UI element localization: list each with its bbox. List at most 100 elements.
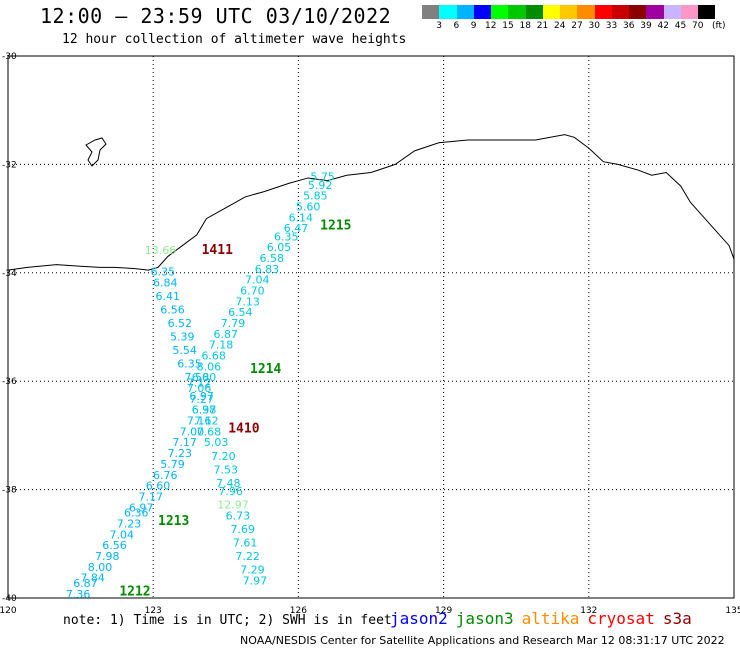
swh-value-jason2: 7.50: [185, 371, 210, 384]
legend-label: 9: [470, 21, 477, 31]
legend-swatch: [611, 5, 629, 19]
lat-tick-label: -40: [2, 594, 17, 604]
swh-value-jason2: 6.35: [151, 266, 176, 279]
legend-label: 36: [623, 21, 635, 31]
legend-swatch: [508, 5, 526, 19]
swh-value-jason3: 7.18: [209, 339, 234, 352]
track-time-label: 1212: [119, 584, 150, 599]
lat-lon-grid: [8, 56, 734, 598]
swh-value-jason2: 6.76: [153, 469, 178, 482]
swh-value-jason3: 7.27: [189, 393, 214, 406]
swh-value-jason2: 7.36: [66, 588, 91, 601]
legend-label: 42: [657, 21, 669, 31]
legend-label: 33: [605, 21, 618, 31]
legend-swatch: [680, 5, 698, 19]
lat-tick-label: -34: [2, 269, 17, 279]
footer-note: note: 1) Time is in UTC; 2) SWH is in fe…: [63, 613, 392, 628]
legend-swatch: [594, 5, 612, 19]
map-title: 12:00 – 23:59 UTC 03/10/2022: [40, 4, 392, 28]
legend-label: 24: [554, 21, 566, 31]
legend-unit: (ft): [712, 21, 726, 31]
legend-label: 27: [571, 21, 583, 31]
legend-swatch: [491, 5, 509, 19]
swh-value-jason2: 6.97: [129, 501, 154, 514]
swh-value-jason3: 7.48: [216, 477, 241, 490]
color-scale-labels: 3 6 9 12 15 18 21 24 27 30 33 36 39 42 45 70 (ft): [422, 21, 740, 33]
map-border: [7, 55, 735, 599]
swh-value-altika: 12.97: [217, 499, 249, 512]
swh-value-jason2: 6.41: [155, 290, 180, 303]
swh-value-jason2: 6.37: [192, 404, 217, 417]
swh-value-jason3: 7.69: [230, 523, 255, 536]
legend-swatch: [542, 5, 560, 19]
swh-value-jason3: 7.96: [218, 485, 243, 498]
satellite-legend: jason2 jason3 altika cryosat s3a: [390, 609, 700, 628]
satellite-label-jason3: jason3: [455, 609, 514, 628]
satellite-label-altika: altika: [521, 609, 580, 628]
legend-swatch: [560, 5, 578, 19]
legend-label: 45: [674, 21, 687, 31]
island-outline: [85, 137, 107, 167]
swh-value-jason3: 6.54: [228, 306, 253, 319]
track-time-label: 1213: [158, 514, 189, 529]
swh-value-jason2: 6.35: [177, 358, 202, 371]
legend-swatch: [473, 5, 491, 19]
swh-value-jason3: 6.47: [284, 222, 309, 235]
swh-value-jason3: 5.60: [296, 200, 321, 213]
lon-tick-label: 132: [580, 606, 597, 616]
swh-value-jason3: 6.98: [192, 404, 217, 417]
swh-value-jason3: 7.12: [194, 415, 219, 428]
legend-label: 21: [536, 21, 549, 31]
track-time-label: 1411: [202, 243, 233, 258]
swh-value-jason3: 6.87: [214, 328, 239, 341]
swh-value-jason2: 6.36: [124, 507, 149, 520]
swh-value-jason2: 6.87: [73, 577, 98, 590]
swh-value-jason2: 6.60: [146, 480, 171, 493]
swh-value-jason2: 7.00: [180, 425, 205, 438]
swh-value-jason2: 6.52: [168, 317, 193, 330]
swh-value-jason3: 6.70: [240, 284, 265, 297]
coastline-path: [7, 134, 735, 271]
legend-label: 39: [640, 21, 652, 31]
swh-value-jason3: 6.73: [226, 509, 251, 522]
swh-value-jason3: 7.97: [243, 574, 268, 587]
swh-value-jason3: 7.22: [235, 550, 260, 563]
swh-value-jason2: 6.56: [160, 303, 185, 316]
lon-tick-label: 135: [725, 606, 740, 616]
legend-label: 12: [485, 21, 497, 31]
credit-line: NOAA/NESDIS Center for Satellite Applica…: [240, 634, 725, 647]
swh-value-jason3: 7.06: [187, 382, 212, 395]
legend-swatch: [629, 5, 647, 19]
legend-swatch: [422, 5, 440, 19]
swh-value-altika: 13.66: [145, 244, 177, 257]
swh-value-jason3: 6.80: [192, 371, 217, 384]
track-labels: 1215 1411 1214 1410 1213 1212: [119, 218, 351, 599]
swh-value-jason2: 6.84: [153, 276, 178, 289]
swh-value-jason2: 5.54: [172, 344, 197, 357]
swh-value-jason3: 7.79: [221, 317, 246, 330]
color-scale-legend: [422, 5, 716, 19]
swh-value-jason2: 5.79: [160, 458, 185, 471]
legend-label: 15: [502, 21, 514, 31]
swh-value-jason3: 5.75: [310, 171, 335, 184]
legend-swatch: [439, 5, 457, 19]
swh-value-jason2: 7.17: [139, 490, 164, 503]
lat-tick-label: -38: [2, 486, 17, 496]
legend-label: 6: [453, 21, 460, 31]
swh-value-jason2: 5.39: [170, 331, 195, 344]
swh-value-jason3: 5.85: [303, 190, 328, 203]
swh-value-jason2: 7.23: [168, 447, 193, 460]
swh-value-jason3: 6.68: [201, 350, 226, 363]
swh-value-jason3: 7.68: [197, 425, 222, 438]
legend-swatch: [663, 5, 681, 19]
coastline: [7, 134, 735, 271]
lon-tick-label: 129: [435, 606, 452, 616]
swh-value-jason2: 7.16: [187, 415, 212, 428]
legend-swatch: [577, 5, 595, 19]
lon-tick-label: 120: [0, 606, 17, 616]
legend-swatch: [456, 5, 474, 19]
lat-tick-label: -32: [2, 160, 17, 170]
legend-swatch: [698, 5, 716, 19]
swh-value-jason3: 6.35: [274, 230, 299, 243]
